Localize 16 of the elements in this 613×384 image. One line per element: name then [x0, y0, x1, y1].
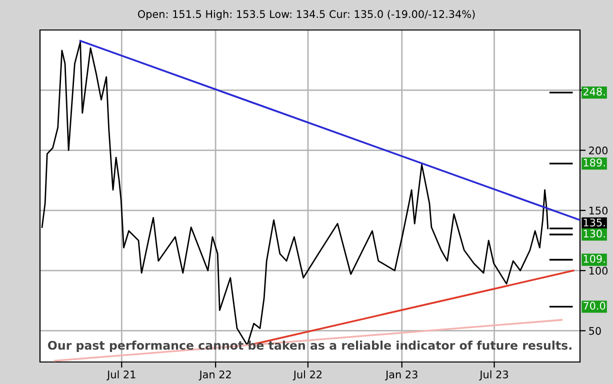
x-tick-label: Jan 23: [385, 370, 418, 380]
ref-line-label: 248.: [583, 88, 605, 96]
x-tick-label: Jan 22: [198, 370, 231, 380]
ref-line-label: 70.0: [584, 302, 606, 310]
y-tick-label: 100: [589, 266, 608, 275]
y-tick-label: 150: [589, 206, 608, 215]
chart-title: Open: 151.5 High: 153.5 Low: 134.5 Cur: 135.0 (-19.00/-12.34%): [138, 10, 475, 20]
y-tick-label: 200: [589, 146, 608, 154]
ref-line-label: 135.: [584, 218, 605, 226]
y-tick-label: 50: [589, 326, 601, 335]
ref-line-label: 109.: [584, 254, 605, 263]
x-tick-label: Jul 23: [479, 370, 508, 380]
ref-line-label: 130.: [584, 230, 605, 238]
x-tick-label: Jul 21: [106, 370, 136, 380]
x-tick-label: Jul 22: [292, 370, 322, 380]
ref-line-label: 189.: [584, 158, 605, 167]
